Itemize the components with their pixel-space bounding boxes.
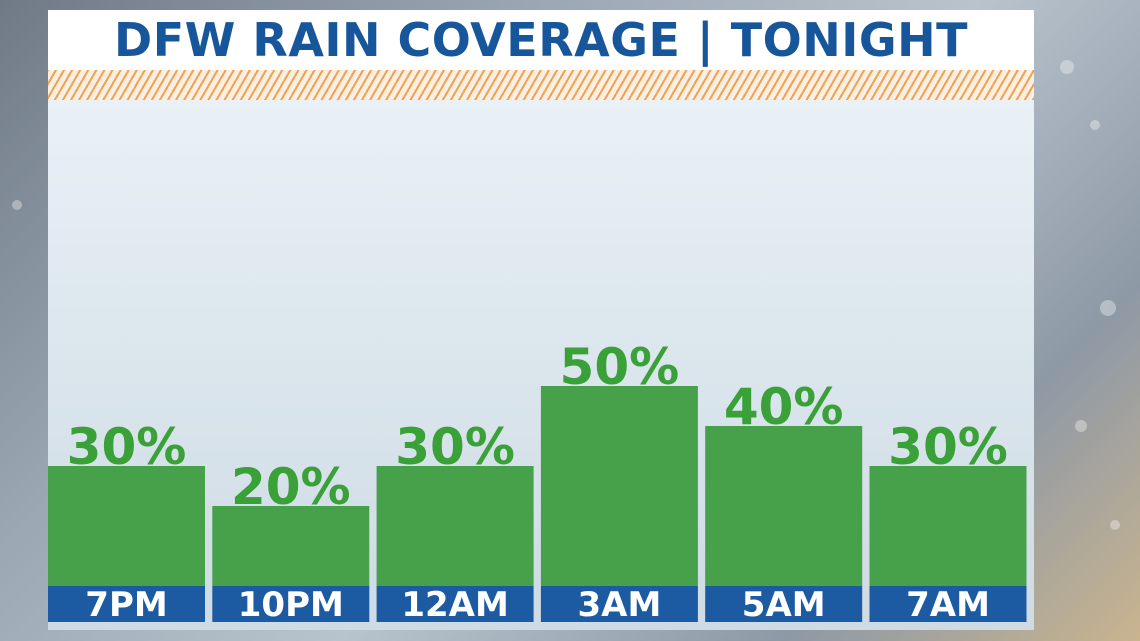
chart-panel: DFW RAIN COVERAGE | TONIGHT 7PM 30% 10PM 20… — [48, 10, 1034, 630]
bar-chart: 7PM 30% 10PM 20% 12AM 30% 3AM 50% 5AM 40% 7AM 30% — [48, 338, 1027, 625]
data-label: 30% — [395, 418, 515, 476]
chart-title: DFW RAIN COVERAGE | TONIGHT — [114, 13, 968, 67]
x-label-band — [540, 586, 698, 622]
x-tick-label: 12AM — [401, 585, 508, 625]
bar-12am — [376, 466, 534, 586]
bar-7am — [869, 466, 1027, 586]
decorative-stripe — [48, 70, 1034, 100]
bar-3am — [540, 386, 698, 586]
data-label: 20% — [231, 458, 351, 516]
x-tick-label: 5AM — [742, 585, 826, 625]
bar-7pm — [48, 466, 205, 586]
x-tick-label: 10PM — [238, 585, 344, 625]
data-label: 30% — [67, 418, 187, 476]
x-label-band — [376, 586, 534, 622]
bar-10pm — [212, 506, 370, 586]
bar-5am — [705, 426, 863, 586]
x-tick-label: 7PM — [85, 585, 167, 625]
x-label-band — [705, 586, 863, 622]
x-label-band — [48, 586, 205, 622]
x-tick-label: 7AM — [906, 585, 990, 625]
x-label-band — [869, 586, 1027, 622]
data-label: 50% — [560, 338, 680, 396]
data-label: 30% — [888, 418, 1008, 476]
x-tick-label: 3AM — [577, 585, 661, 625]
data-label: 40% — [724, 378, 844, 436]
x-label-band — [212, 586, 370, 622]
title-bar: DFW RAIN COVERAGE | TONIGHT — [48, 10, 1034, 70]
